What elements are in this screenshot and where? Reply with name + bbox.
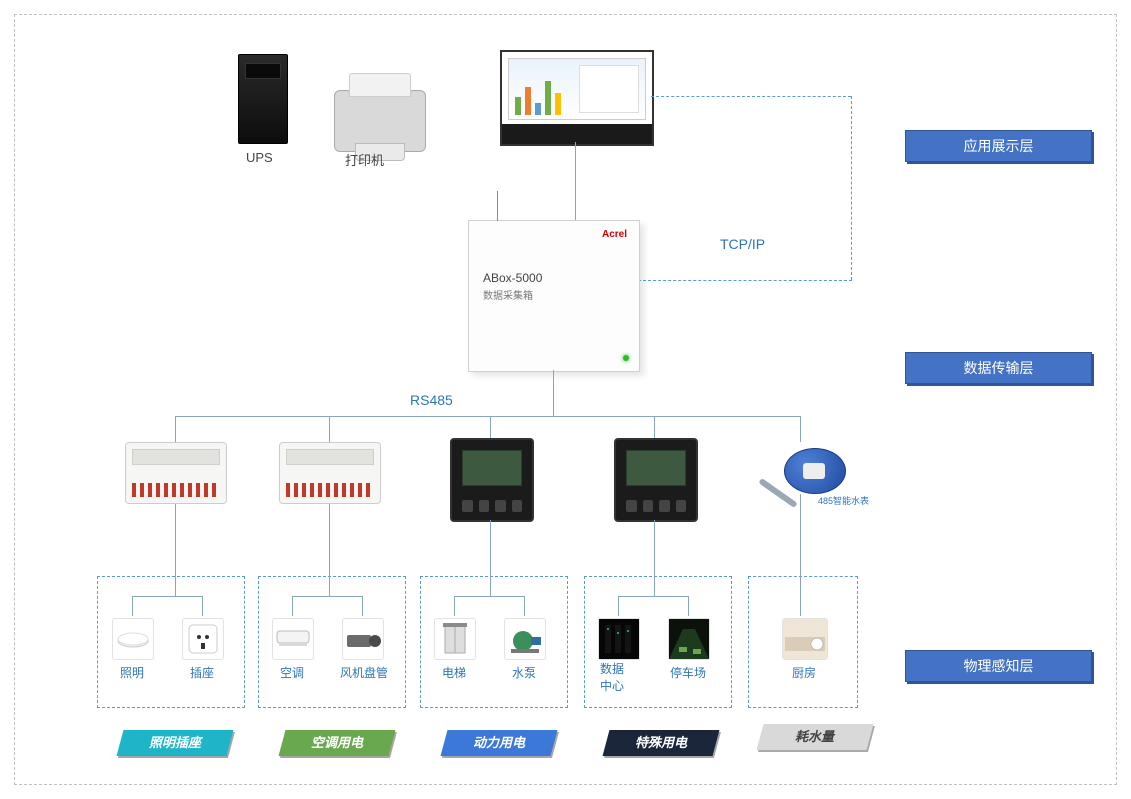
tcpip-hline2: [638, 280, 852, 281]
rail-meter-icon: [125, 442, 227, 504]
bus-drop-4: [654, 416, 655, 438]
meter-to-group-3: [490, 520, 491, 576]
cat-text: 空调用电: [311, 730, 363, 756]
meter-to-group-2: [329, 504, 330, 576]
category-badge: 动力用电: [441, 730, 558, 756]
datacenter-icon: [598, 618, 640, 660]
g2-stem: [329, 576, 330, 596]
item-label: 厨房: [792, 664, 816, 681]
g1-bar: [132, 596, 202, 597]
monitor-screen: [508, 58, 646, 120]
server-monitor-icon: [500, 50, 654, 146]
light-icon: [112, 618, 154, 660]
water-meter-icon: [784, 448, 846, 494]
cat-text: 特殊用电: [635, 730, 687, 756]
layer-label-sense: 物理感知层: [905, 650, 1092, 682]
layer-label-text: 物理感知层: [964, 658, 1034, 674]
tcpip-hline: [651, 96, 851, 97]
monitor-base: [502, 124, 652, 144]
item-label: 照明: [120, 664, 144, 681]
rs485-label: RS485: [410, 392, 453, 408]
printer-label: 打印机: [345, 150, 384, 169]
panel-meter-icon: [614, 438, 698, 522]
fcu-icon: [342, 618, 384, 660]
water-meter-caption: 485智能水表: [818, 494, 869, 507]
item-label: 停车场: [670, 664, 706, 681]
diagram-canvas: 应用展示层 数据传输层 物理感知层 UPS 打印机 TCP/IP Acrel A…: [0, 0, 1131, 799]
bus-drop-5: [800, 416, 801, 442]
elevator-icon: [434, 618, 476, 660]
status-led-icon: [623, 355, 629, 361]
g2-bar: [292, 596, 362, 597]
server-to-box-line: [575, 142, 576, 220]
item-label: 空调: [280, 664, 304, 681]
bus-main-h: [175, 416, 800, 417]
databox-subtitle: 数据采集箱: [483, 287, 533, 302]
data-collection-box: Acrel ABox-5000 数据采集箱: [468, 220, 640, 372]
g3-stem: [490, 576, 491, 596]
item-label: 电梯: [442, 664, 466, 681]
g1-d2: [202, 596, 203, 616]
meter-to-group-1: [175, 504, 176, 576]
g2-d1: [292, 596, 293, 616]
g4-d2: [688, 596, 689, 616]
antenna-icon: [497, 191, 498, 221]
pump-icon: [504, 618, 546, 660]
tcpip-label: TCP/IP: [720, 236, 765, 252]
bus-drop-3: [490, 416, 491, 438]
meter-to-group-5: [800, 494, 801, 576]
ac-icon: [272, 618, 314, 660]
category-badge: 照明插座: [117, 730, 234, 756]
g1-stem: [175, 576, 176, 596]
rail-meter-icon: [279, 442, 381, 504]
g4-d1: [618, 596, 619, 616]
g5-stem: [800, 576, 801, 616]
tcpip-vline: [851, 96, 852, 280]
category-badge: 特殊用电: [603, 730, 720, 756]
item-label: 水泵: [512, 664, 536, 681]
layer-label-data: 数据传输层: [905, 352, 1092, 384]
meter-to-group-4: [654, 520, 655, 576]
g3-d2: [524, 596, 525, 616]
printer-icon: [334, 90, 426, 152]
g3-d1: [454, 596, 455, 616]
layer-label-text: 数据传输层: [964, 360, 1034, 376]
cat-text: 照明插座: [149, 730, 201, 756]
cat-text: 动力用电: [473, 730, 525, 756]
layer-label-app: 应用展示层: [905, 130, 1092, 162]
category-badge: 空调用电: [279, 730, 396, 756]
g2-d2: [362, 596, 363, 616]
layer-label-text: 应用展示层: [964, 138, 1034, 154]
item-label: 数据 中心: [600, 660, 624, 694]
bus-root-v: [553, 370, 554, 416]
databox-model: ABox-5000: [483, 271, 542, 285]
g4-stem: [654, 576, 655, 596]
item-label: 风机盘管: [340, 664, 388, 681]
panel-meter-icon: [450, 438, 534, 522]
g1-d1: [132, 596, 133, 616]
bus-drop-1: [175, 416, 176, 442]
cat-text: 耗水量: [795, 724, 834, 750]
databox-brand: Acrel: [602, 229, 627, 240]
parking-icon: [668, 618, 710, 660]
g3-bar: [454, 596, 524, 597]
socket-icon: [182, 618, 224, 660]
item-label: 插座: [190, 664, 214, 681]
g4-bar: [618, 596, 688, 597]
category-badge: 耗水量: [757, 724, 874, 750]
bus-drop-2: [329, 416, 330, 442]
ups-label: UPS: [246, 150, 273, 165]
ups-icon: [238, 54, 288, 144]
kitchen-icon: [782, 618, 828, 660]
